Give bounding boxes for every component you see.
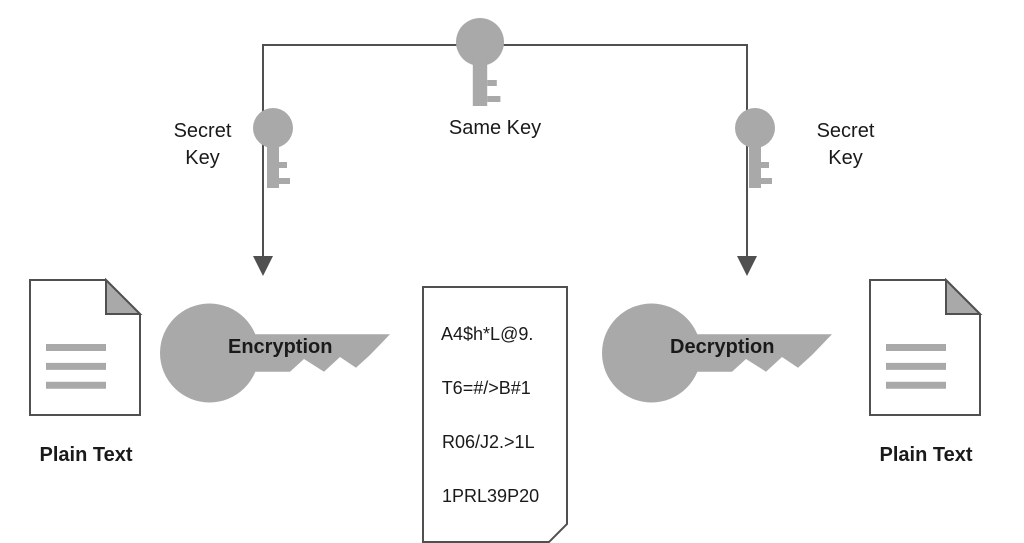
key-small-icon [253, 108, 293, 188]
cipher-line: A4$h*L@9. [441, 324, 533, 344]
label-secret-key-left: Secret Key [165, 118, 240, 172]
cipher-line: T6=#/>B#1 [442, 378, 531, 398]
label-secret-key-right: Secret Key [808, 118, 883, 172]
key-small-icon [735, 108, 775, 188]
cipher-line: R06/J2.>1L [442, 432, 535, 452]
document-icon [870, 280, 980, 415]
key-small-icon [456, 18, 504, 106]
cipher-line: 1PRL39P20 [442, 486, 539, 506]
caption-plain-text-left: Plain Text [32, 444, 140, 467]
label-encryption: Encryption [228, 336, 332, 359]
document-icon [30, 280, 140, 415]
connector-line [480, 45, 747, 274]
label-same-key: Same Key [440, 115, 550, 142]
caption-plain-text-right: Plain Text [872, 444, 980, 467]
connector-line [263, 45, 480, 274]
cipher-text-box: A4$h*L@9. T6=#/>B#1 R06/J2.>1L 1PRL39P20 [422, 286, 568, 543]
label-decryption: Decryption [670, 336, 774, 359]
